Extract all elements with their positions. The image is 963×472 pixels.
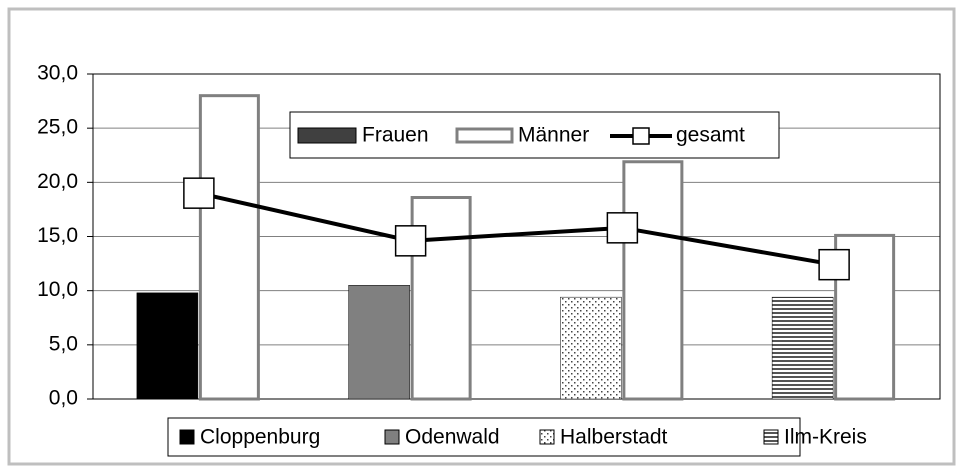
legend-swatch [384,429,400,445]
bar [622,160,684,401]
y-tick-label: 20,0 [37,170,78,193]
y-tick-label: 15,0 [37,224,78,247]
y-tick-label: 25,0 [37,116,78,139]
legend-label: Cloppenburg [200,426,320,449]
bar [136,292,199,400]
legend-swatch [763,429,779,445]
legend-label: Frauen [362,124,429,147]
y-tick-label: 10,0 [37,278,78,301]
legend-swatch [455,127,514,144]
bar [348,285,410,400]
y-tick-label: 30,0 [37,62,78,85]
legend-label: Odenwald [405,426,500,449]
bar [198,94,260,401]
marker [183,177,215,209]
legend-swatch [632,127,650,145]
marker [394,225,427,257]
plot-area [92,73,941,400]
legend-box [167,417,801,457]
marker [818,248,850,281]
marker [606,212,639,244]
bar [771,296,834,400]
line [198,191,835,267]
y-tick-label: 0,0 [49,387,78,410]
legend-swatch [179,429,195,445]
legend-swatch [539,429,555,445]
legend-label: Halberstadt [560,426,668,449]
legend-label: Ilm-Kreis [784,426,867,449]
y-tick-label: 5,0 [49,332,78,355]
bar [560,296,622,400]
legend-label: Männer [518,124,589,147]
legend-swatch [297,127,357,144]
legend-box [289,111,780,159]
legend-label: gesamt [676,124,745,147]
